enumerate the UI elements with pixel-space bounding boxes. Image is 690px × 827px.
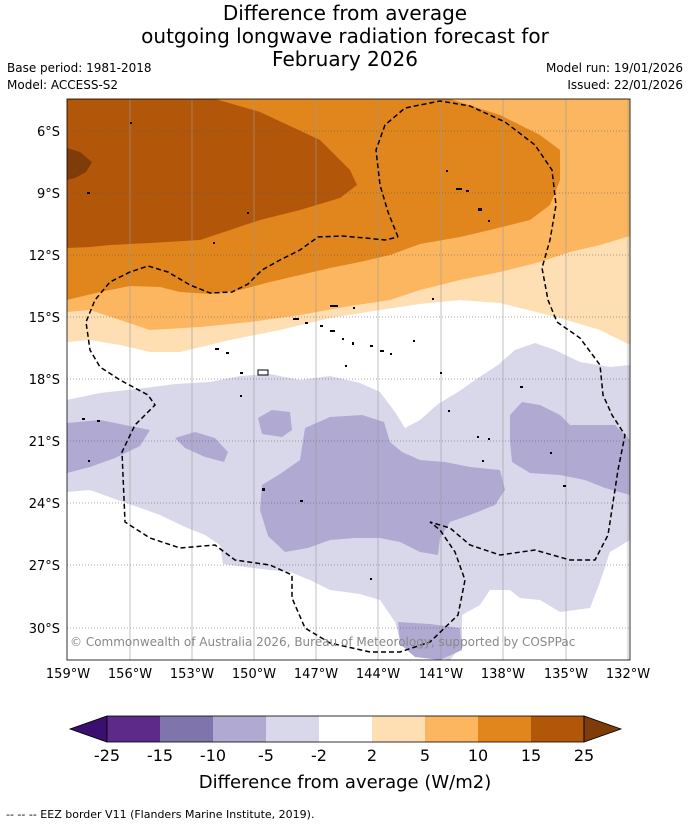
eez-border bbox=[85, 100, 626, 653]
lon-label: 138°W bbox=[481, 667, 525, 682]
lon-label: 132°W bbox=[606, 667, 650, 682]
model-name: Model: ACCESS-S2 bbox=[7, 78, 119, 92]
base-period: Base period: 1981-2018 bbox=[7, 61, 152, 75]
meridians bbox=[129, 99, 629, 660]
lon-label: 144°W bbox=[356, 667, 400, 682]
title-line-2: outgoing longwave radiation forecast for bbox=[141, 24, 549, 48]
band-over-25 bbox=[67, 148, 92, 180]
colorbar-tick: -5 bbox=[258, 746, 274, 765]
lat-label: 27°S bbox=[29, 559, 60, 574]
lon-label: 135°W bbox=[544, 667, 588, 682]
map-panel: © Commonwealth of Australia 2026, Bureau… bbox=[66, 98, 631, 661]
colorbar-tick: -10 bbox=[200, 746, 226, 765]
eez-legend-note: -- -- -- EEZ border V11 (Flanders Marine… bbox=[6, 808, 315, 821]
colorbar-swatch bbox=[425, 716, 478, 742]
lon-label: 153°W bbox=[170, 667, 214, 682]
longitude-axis: 159°W 156°W 153°W 150°W 147°W 144°W 141°… bbox=[46, 667, 650, 682]
lon-label: 147°W bbox=[294, 667, 338, 682]
model-run-date: Model run: 19/01/2026 bbox=[545, 61, 683, 75]
band-minus5-minus10-east bbox=[510, 402, 630, 495]
band-minus5-minus10-central bbox=[258, 410, 505, 555]
colorbar-tick: 5 bbox=[420, 746, 430, 765]
colorbar-arrow-min bbox=[68, 715, 108, 743]
colorbar-swatch bbox=[478, 716, 531, 742]
colorbar-tick: -2 bbox=[311, 746, 327, 765]
title-line-3: February 2026 bbox=[272, 47, 418, 71]
colorbar-arrow-max bbox=[583, 715, 623, 743]
map-figure: © Commonwealth of Australia 2026, Bureau… bbox=[29, 98, 650, 793]
lat-label: 6°S bbox=[37, 125, 60, 140]
colorbar-swatch bbox=[266, 716, 319, 742]
copyright-notice: © Commonwealth of Australia 2026, Bureau… bbox=[70, 635, 575, 649]
map-frame bbox=[66, 98, 631, 661]
colorbar-tick: -15 bbox=[147, 746, 173, 765]
colorbar-swatch bbox=[372, 716, 425, 742]
lon-label: 150°W bbox=[232, 667, 276, 682]
colorbar-frame bbox=[106, 715, 585, 743]
colorbar: -25 -15 -10 -5 -2 2 5 10 15 25 Differenc… bbox=[68, 715, 623, 793]
lat-label: 21°S bbox=[29, 435, 60, 450]
lat-label: 9°S bbox=[37, 187, 60, 202]
lon-label: 159°W bbox=[46, 667, 90, 682]
colorbar-tick: 10 bbox=[468, 746, 488, 765]
lon-label: 141°W bbox=[419, 667, 463, 682]
lat-label: 30°S bbox=[29, 622, 60, 637]
lon-label: 156°W bbox=[108, 667, 152, 682]
colorbar-tick: 15 bbox=[521, 746, 541, 765]
colorbar-tick: 2 bbox=[367, 746, 377, 765]
colorbar-swatch bbox=[319, 716, 372, 742]
colorbar-label: Difference from average (W/m2) bbox=[199, 772, 491, 793]
colorbar-swatch bbox=[107, 716, 160, 742]
lat-label: 15°S bbox=[29, 311, 60, 326]
lat-label: 12°S bbox=[29, 249, 60, 264]
colorbar-swatch bbox=[531, 716, 584, 742]
band-minus5-minus10-west bbox=[67, 420, 150, 473]
band-15-25 bbox=[67, 99, 357, 248]
colorbar-swatch bbox=[160, 716, 213, 742]
band-minus5-minus10-west2 bbox=[175, 432, 228, 462]
lat-label: 24°S bbox=[29, 497, 60, 512]
colorbar-swatch bbox=[213, 716, 266, 742]
colorbar-ticks: -25 -15 -10 -5 -2 2 5 10 15 25 bbox=[94, 746, 594, 765]
title-line-1: Difference from average bbox=[222, 1, 468, 25]
colorbar-tick: -25 bbox=[94, 746, 120, 765]
islands bbox=[82, 122, 566, 580]
issued-date: Issued: 22/01/2026 bbox=[567, 78, 683, 92]
gridlines bbox=[67, 130, 630, 629]
colorbar-tick: 25 bbox=[574, 746, 594, 765]
lat-label: 18°S bbox=[29, 373, 60, 388]
latitude-axis: 6°S 9°S 12°S 15°S 18°S 21°S 24°S 27°S 30… bbox=[29, 125, 60, 637]
anomaly-fields bbox=[67, 99, 630, 660]
